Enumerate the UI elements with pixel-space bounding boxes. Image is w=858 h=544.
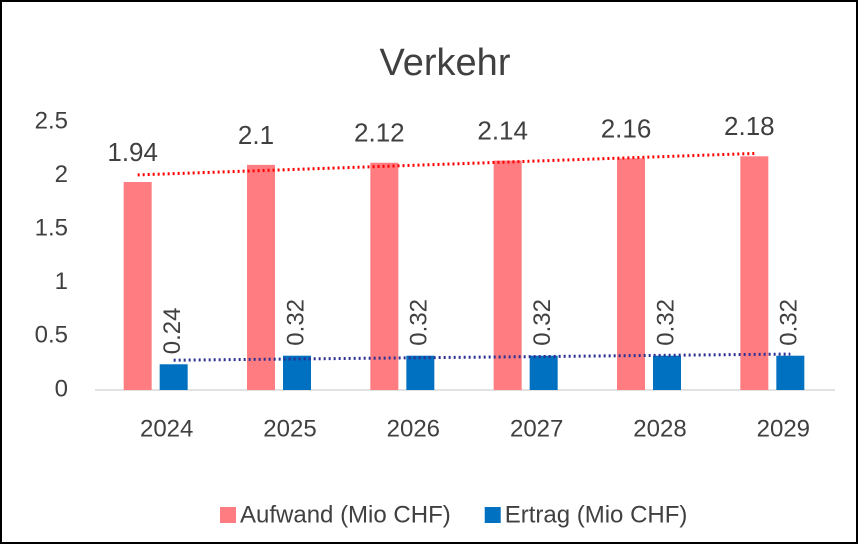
y-tick-label: 0.5: [35, 322, 68, 349]
bar: [740, 156, 769, 390]
legend-swatch: [220, 507, 236, 523]
bar: [406, 355, 435, 390]
data-label: 2.18: [724, 111, 775, 141]
bar: [159, 364, 188, 390]
y-tick-label: 0: [55, 375, 68, 402]
data-label: 2.1: [238, 120, 274, 150]
bar: [529, 355, 558, 390]
y-tick-label: 2.5: [35, 107, 68, 134]
legend-label: Ertrag (Mio CHF): [505, 501, 688, 528]
data-label: 0.32: [529, 299, 556, 346]
y-tick-label: 1: [55, 268, 68, 295]
bar: [123, 182, 152, 390]
chart-title: Verkehr: [380, 42, 511, 84]
data-label: 0.32: [652, 299, 679, 346]
data-label: 0.32: [776, 299, 803, 346]
data-label: 0.32: [282, 299, 309, 346]
data-label: 1.94: [107, 137, 158, 167]
data-label: 2.16: [601, 113, 652, 143]
bar: [493, 160, 522, 390]
data-label: 0.32: [406, 299, 433, 346]
bar: [370, 162, 399, 390]
x-tick-label: 2026: [387, 415, 440, 442]
bar: [776, 355, 805, 390]
y-tick-label: 2: [55, 161, 68, 188]
x-tick-label: 2027: [510, 415, 563, 442]
x-tick-label: 2024: [140, 415, 193, 442]
bar: [247, 164, 275, 390]
data-label: 2.12: [354, 118, 405, 148]
data-label: 0.24: [159, 308, 186, 355]
legend-swatch: [484, 507, 501, 523]
y-tick-label: 1.5: [35, 215, 68, 242]
bar: [283, 355, 311, 390]
legend-label: Aufwand (Mio CHF): [240, 501, 451, 528]
bar: [653, 355, 681, 390]
data-label: 2.14: [477, 115, 528, 145]
x-tick-label: 2028: [633, 415, 686, 442]
x-tick-label: 2025: [263, 415, 316, 442]
bar: [617, 158, 645, 390]
x-tick-label: 2029: [757, 415, 810, 442]
